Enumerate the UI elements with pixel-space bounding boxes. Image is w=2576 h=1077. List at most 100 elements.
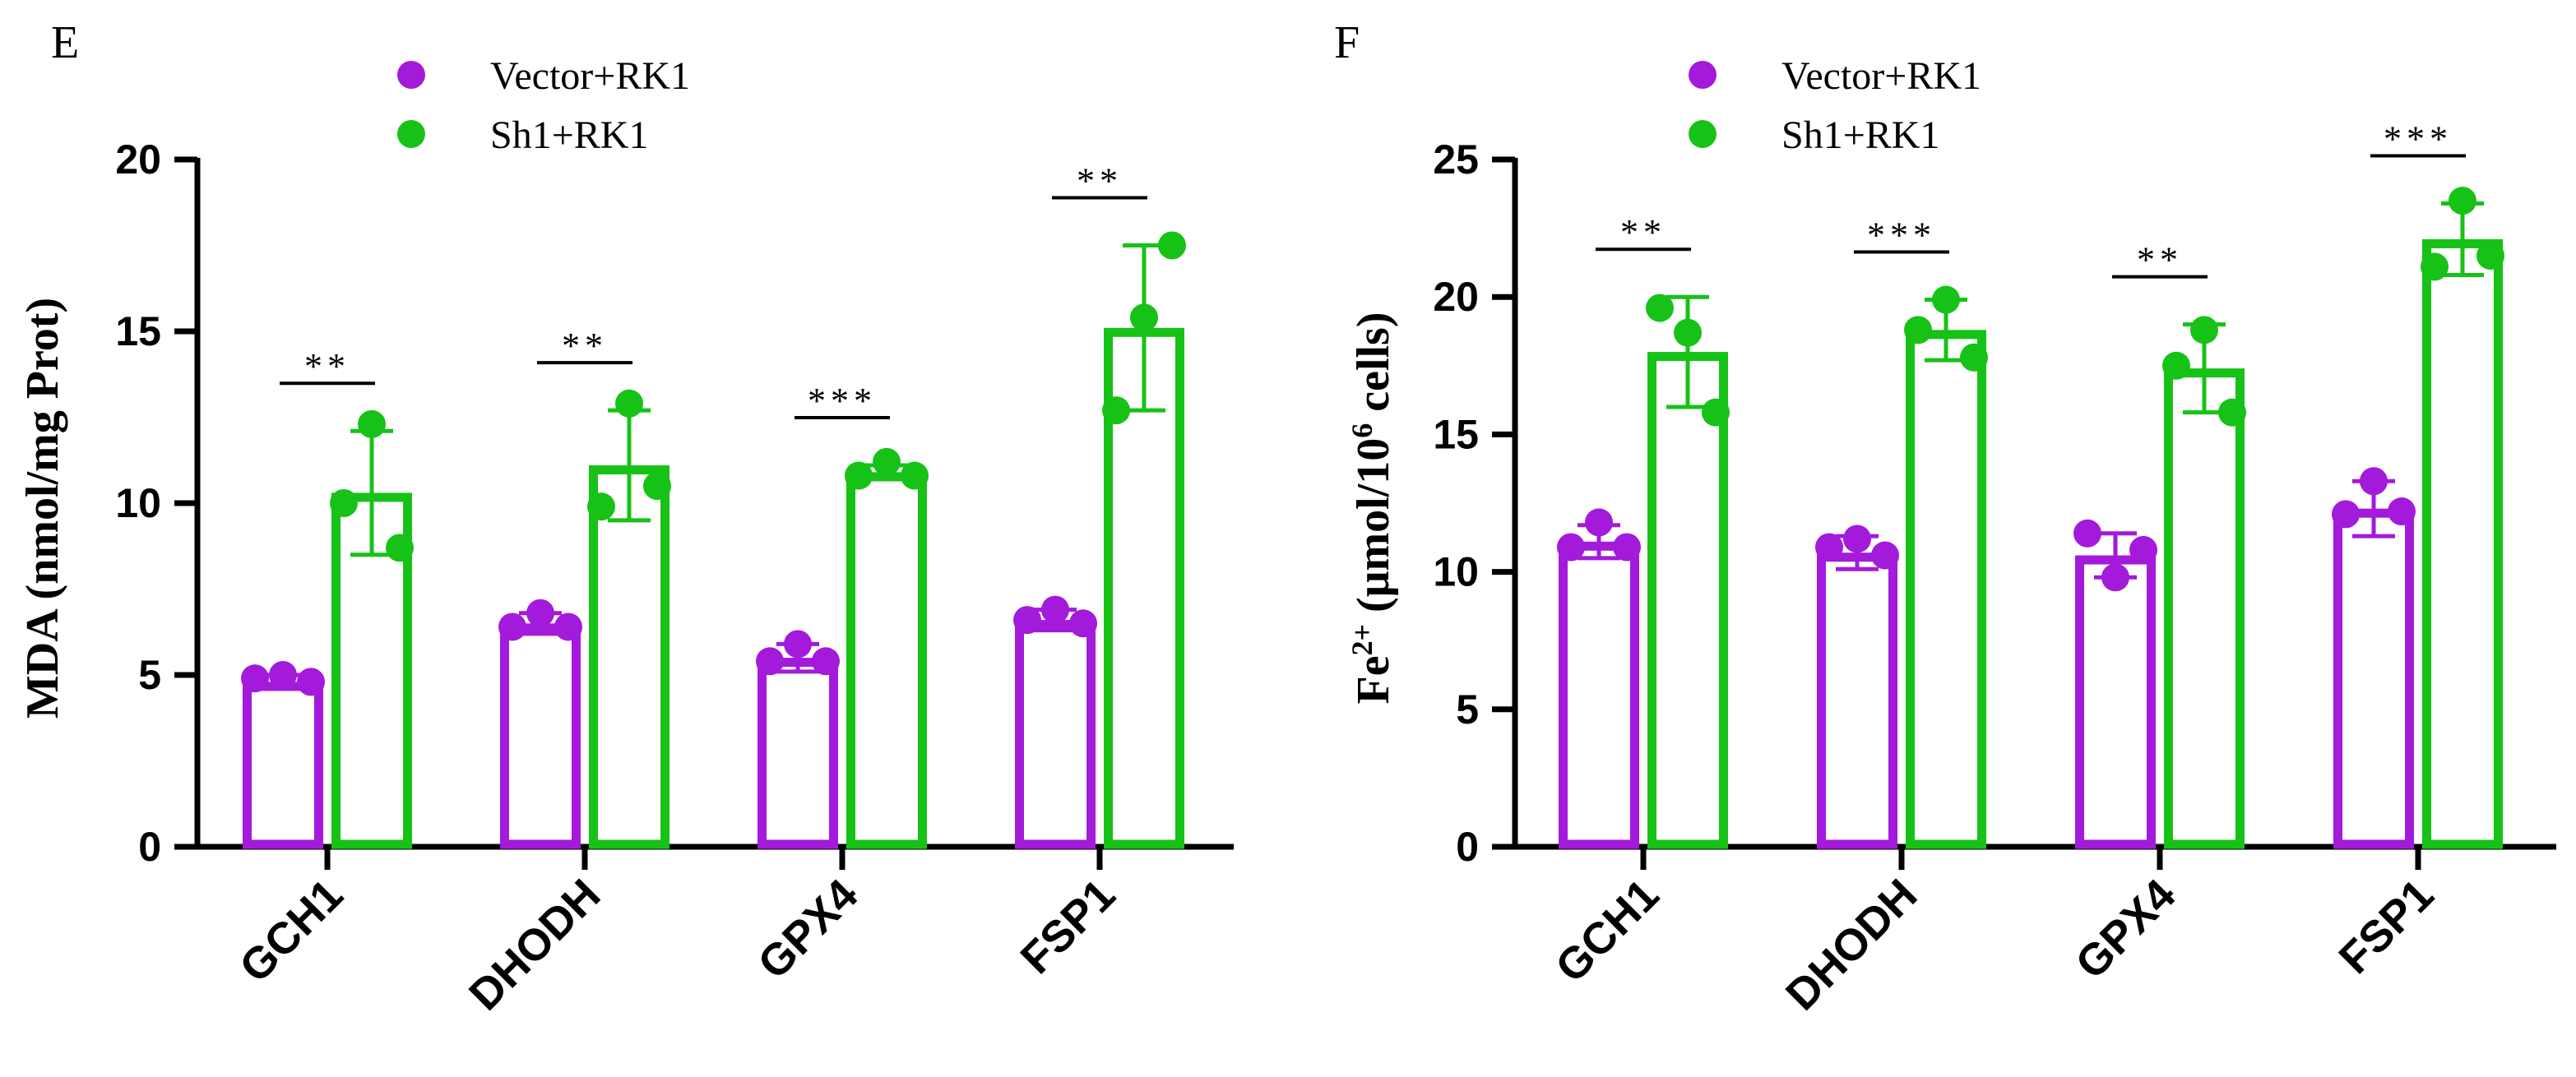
data-point <box>873 447 901 476</box>
x-tick-label: FSP1 <box>2330 870 2444 983</box>
y-axis-label-part: cells) <box>1348 312 1399 423</box>
data-point <box>241 664 269 693</box>
data-point <box>1158 231 1186 260</box>
significance-label: *** <box>808 381 877 421</box>
data-point <box>1613 533 1641 562</box>
y-axis-label-part: (μmol/10 <box>1348 438 1399 624</box>
legend-label: Sh1+RK1 <box>1781 113 1939 157</box>
panel-label: F <box>1334 17 1360 68</box>
data-point <box>784 630 812 659</box>
y-tick-label: 15 <box>115 308 161 354</box>
data-point <box>2162 351 2190 380</box>
y-axis-label: MDA (nmol/mg Prot) <box>17 298 68 719</box>
x-tick-label: DHODH <box>460 870 609 1019</box>
data-point <box>2190 316 2218 344</box>
data-point <box>1041 595 1069 624</box>
y-tick-label: 10 <box>1433 549 1479 595</box>
data-point <box>1013 606 1041 635</box>
data-point <box>587 492 615 521</box>
bar <box>589 465 669 849</box>
y-tick-label: 5 <box>138 652 161 698</box>
data-point <box>2129 535 2157 564</box>
data-point <box>1904 316 1932 344</box>
significance-label: *** <box>1867 215 1936 256</box>
y-axis-label-superscript: 2+ <box>1346 624 1378 656</box>
y-axis-label: Fe2+ (μmol/106 cells) <box>1346 312 1399 704</box>
data-point <box>1932 285 1960 314</box>
data-point <box>643 472 671 501</box>
x-tick-label: FSP1 <box>1012 870 1125 983</box>
bar <box>758 658 838 849</box>
y-axis-label-part: Fe <box>1348 655 1399 704</box>
significance-label: *** <box>2384 119 2453 159</box>
x-tick-label: GPX4 <box>2066 870 2185 988</box>
legend-marker <box>397 61 425 89</box>
bar <box>2075 555 2156 849</box>
data-point <box>330 489 358 517</box>
y-tick-label: 0 <box>1456 824 1479 870</box>
data-point <box>358 409 386 438</box>
y-tick-label: 5 <box>1456 686 1479 733</box>
significance-label: ** <box>562 326 608 366</box>
data-point <box>1557 533 1585 562</box>
bar <box>243 682 323 849</box>
data-point <box>1871 541 1899 570</box>
data-point <box>2449 187 2476 215</box>
data-point <box>2218 398 2246 427</box>
data-point <box>526 599 554 627</box>
y-tick-label: 20 <box>115 136 161 183</box>
legend-marker <box>1689 120 1717 148</box>
data-point <box>2360 467 2388 496</box>
data-point <box>812 647 840 676</box>
data-point <box>1102 396 1130 425</box>
data-point <box>297 668 325 696</box>
bar <box>1906 330 1986 849</box>
x-tick-label: GCH1 <box>1546 870 1669 992</box>
data-point <box>1843 525 1871 553</box>
data-point <box>386 534 414 562</box>
x-tick-label: DHODH <box>1777 870 1926 1019</box>
bar <box>500 623 581 849</box>
data-point <box>2388 497 2416 526</box>
y-tick-label: 25 <box>1433 136 1479 183</box>
bar <box>1559 541 1639 849</box>
y-tick-label: 15 <box>1433 411 1479 457</box>
data-point <box>1702 398 1730 427</box>
data-point <box>615 389 643 418</box>
bar <box>1647 352 1728 849</box>
data-point <box>498 612 526 641</box>
chart-panel-e: E Vector+RK1 Sh1+RK1 0 5 10 15 20 MDA (nmol/mg P… <box>17 17 1234 1019</box>
data-point <box>554 612 582 641</box>
legend-marker <box>1689 61 1717 89</box>
bar <box>1817 552 1897 849</box>
y-tick-label: 0 <box>138 824 161 870</box>
significance-label: ** <box>2137 240 2183 280</box>
y-tick-label: 10 <box>115 480 161 526</box>
bar <box>1015 620 1096 849</box>
bar <box>2333 508 2414 849</box>
data-point <box>269 661 297 689</box>
significance-label: ** <box>1077 161 1123 201</box>
legend-label: Sh1+RK1 <box>490 113 648 157</box>
data-point <box>845 461 873 490</box>
legend-marker <box>397 120 425 148</box>
significance-label: ** <box>304 346 350 386</box>
y-axis-label-superscript: 6 <box>1346 423 1378 438</box>
bar <box>846 472 927 849</box>
data-point <box>2332 500 2360 529</box>
y-tick-label: 20 <box>1433 274 1479 320</box>
data-point <box>2101 563 2129 592</box>
data-point <box>1130 303 1158 332</box>
bar <box>2422 238 2503 849</box>
x-tick-label: GCH1 <box>230 870 353 992</box>
data-point <box>2476 242 2504 270</box>
legend-label: Vector+RK1 <box>490 54 690 98</box>
bar <box>2164 368 2245 849</box>
chart-panel-f: F Vector+RK1 Sh1+RK1 0 5 10 15 20 25 Fe2+ (μmol/1… <box>1334 17 2556 1019</box>
data-point <box>1674 318 1702 347</box>
data-point <box>901 461 929 490</box>
x-tick-label: GPX4 <box>748 870 867 988</box>
significance-label: ** <box>1620 212 1666 252</box>
data-point <box>1069 609 1097 638</box>
